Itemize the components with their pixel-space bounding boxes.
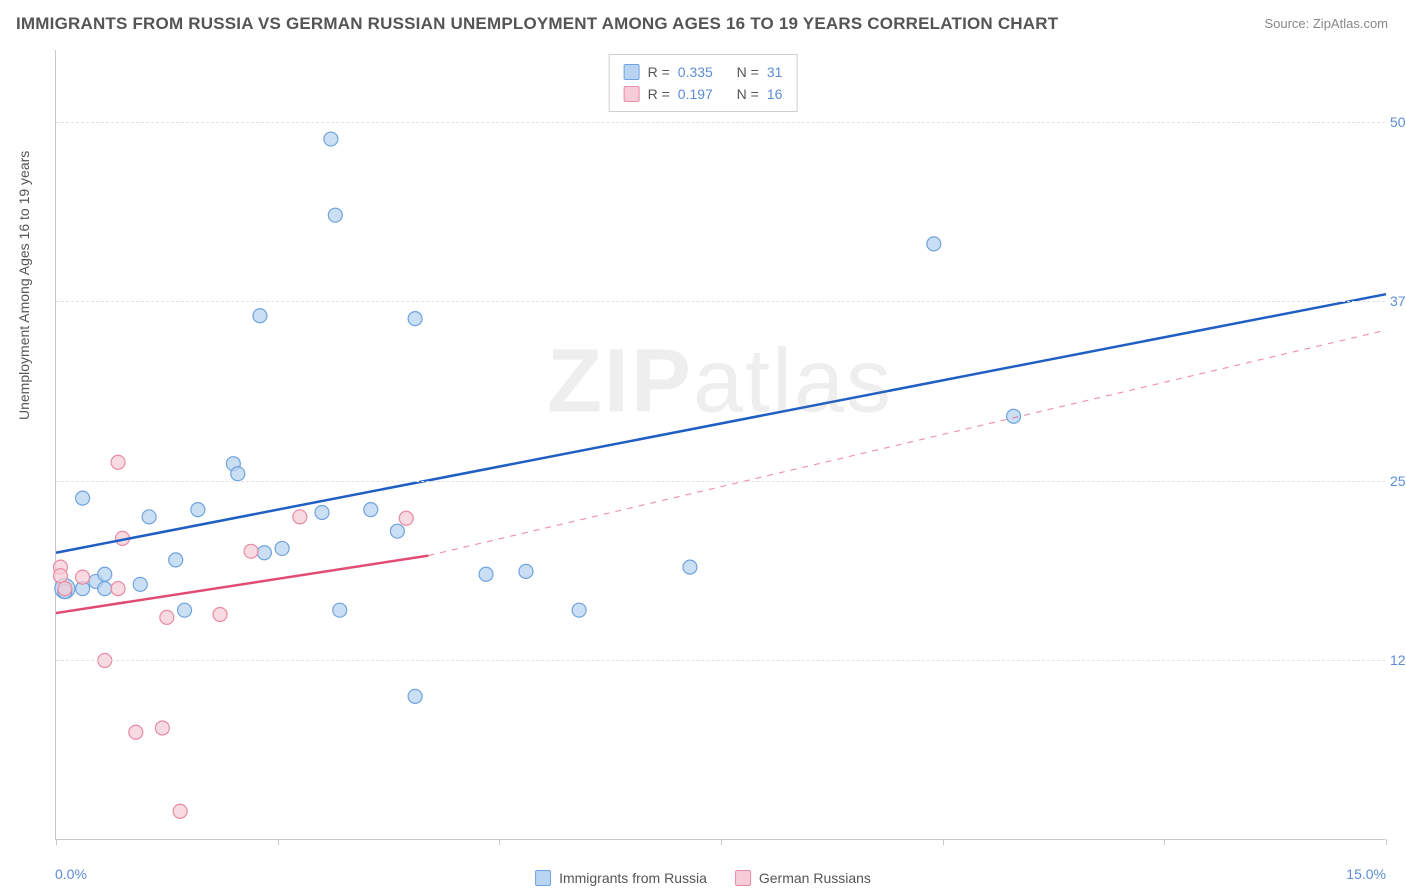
scatter-point — [173, 804, 187, 818]
plot-area: 12.5%25.0%37.5%50.0% ZIPatlas — [55, 50, 1385, 840]
legend-series-label: German Russians — [759, 870, 871, 886]
scatter-point — [1007, 409, 1021, 423]
scatter-point — [231, 467, 245, 481]
scatter-point — [213, 607, 227, 621]
scatter-point — [324, 132, 338, 146]
legend-series-item: Immigrants from Russia — [535, 870, 707, 886]
r-label: R = — [648, 83, 670, 105]
x-tick — [1386, 839, 1387, 845]
scatter-point — [257, 546, 271, 560]
legend-stat-row: R = 0.197 N = 16 — [624, 83, 783, 105]
scatter-point — [111, 455, 125, 469]
scatter-point — [275, 541, 289, 555]
x-tick — [1164, 839, 1165, 845]
scatter-point — [155, 721, 169, 735]
legend-swatch — [624, 86, 640, 102]
scatter-point — [390, 524, 404, 538]
x-start-label: 0.0% — [55, 866, 87, 882]
legend-series-item: German Russians — [735, 870, 871, 886]
chart-container: IMMIGRANTS FROM RUSSIA VS GERMAN RUSSIAN… — [0, 0, 1406, 892]
scatter-point — [191, 503, 205, 517]
scatter-point — [244, 544, 258, 558]
n-label: N = — [737, 83, 759, 105]
scatter-point — [315, 506, 329, 520]
scatter-point — [160, 610, 174, 624]
n-value: 31 — [767, 61, 783, 83]
r-value: 0.197 — [678, 83, 713, 105]
scatter-point — [98, 567, 112, 581]
legend-series: Immigrants from Russia German Russians — [535, 870, 871, 886]
x-tick — [499, 839, 500, 845]
scatter-point — [364, 503, 378, 517]
scatter-point — [479, 567, 493, 581]
y-tick-label: 50.0% — [1390, 114, 1406, 130]
y-axis-label: Unemployment Among Ages 16 to 19 years — [16, 151, 32, 420]
n-value: 16 — [767, 83, 783, 105]
gridline — [56, 481, 1385, 482]
scatter-point — [519, 564, 533, 578]
scatter-point — [399, 511, 413, 525]
scatter-point — [111, 582, 125, 596]
source-label: Source: ZipAtlas.com — [1264, 16, 1388, 31]
scatter-point — [408, 689, 422, 703]
chart-svg — [56, 50, 1385, 839]
plot-frame: 12.5%25.0%37.5%50.0% — [55, 50, 1385, 840]
x-tick — [278, 839, 279, 845]
r-label: R = — [648, 61, 670, 83]
scatter-point — [98, 582, 112, 596]
y-tick-label: 25.0% — [1390, 473, 1406, 489]
n-label: N = — [737, 61, 759, 83]
legend-stat-row: R = 0.335 N = 31 — [624, 61, 783, 83]
scatter-point — [178, 603, 192, 617]
legend-swatch — [735, 870, 751, 886]
y-tick-label: 37.5% — [1390, 293, 1406, 309]
chart-title: IMMIGRANTS FROM RUSSIA VS GERMAN RUSSIAN… — [16, 14, 1058, 34]
gridline — [56, 660, 1385, 661]
scatter-point — [683, 560, 697, 574]
trend-line-pink-dashed — [428, 330, 1386, 556]
scatter-point — [927, 237, 941, 251]
scatter-point — [572, 603, 586, 617]
scatter-point — [142, 510, 156, 524]
x-tick — [721, 839, 722, 845]
scatter-point — [133, 577, 147, 591]
gridline — [56, 122, 1385, 123]
r-value: 0.335 — [678, 61, 713, 83]
gridline — [56, 301, 1385, 302]
y-tick-label: 12.5% — [1390, 652, 1406, 668]
scatter-point — [408, 312, 422, 326]
scatter-point — [169, 553, 183, 567]
scatter-point — [328, 208, 342, 222]
scatter-point — [293, 510, 307, 524]
scatter-point — [129, 725, 143, 739]
scatter-point — [58, 582, 72, 596]
scatter-point — [76, 491, 90, 505]
scatter-point — [333, 603, 347, 617]
x-tick — [56, 839, 57, 845]
legend-series-label: Immigrants from Russia — [559, 870, 707, 886]
scatter-point — [76, 570, 90, 584]
legend-swatch — [624, 64, 640, 80]
legend-swatch — [535, 870, 551, 886]
scatter-point — [53, 569, 67, 583]
trend-line-blue — [56, 294, 1386, 553]
x-tick — [943, 839, 944, 845]
legend-stats: R = 0.335 N = 31 R = 0.197 N = 16 — [609, 54, 798, 112]
x-end-label: 15.0% — [1346, 866, 1386, 882]
scatter-point — [253, 309, 267, 323]
